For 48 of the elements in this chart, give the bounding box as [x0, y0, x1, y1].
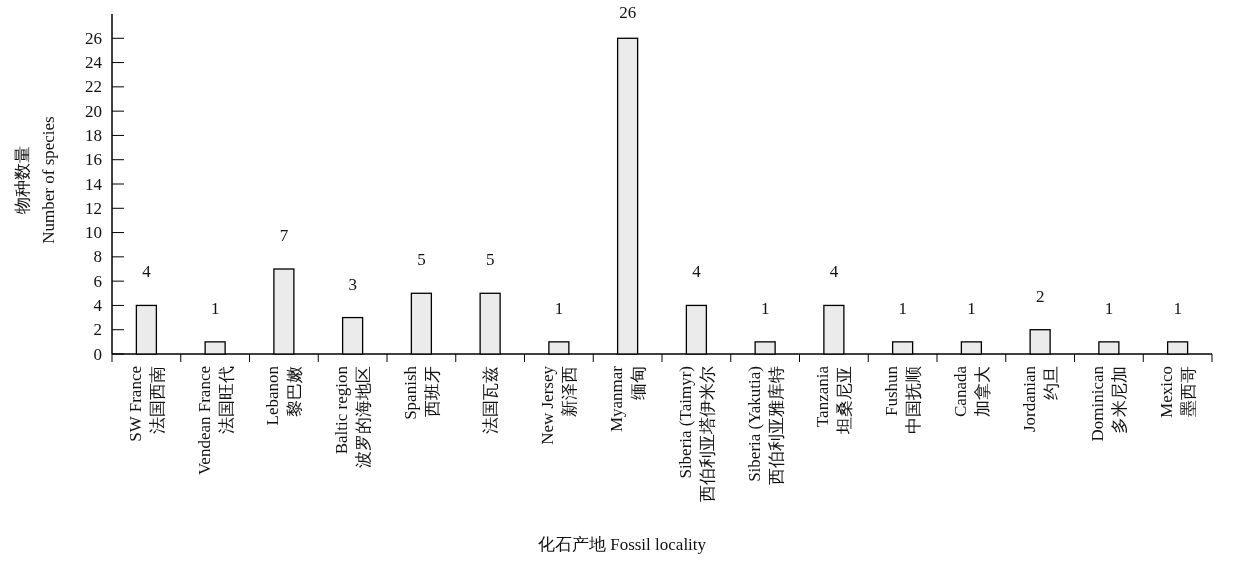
x-tick-label: Jordanian 约旦: [1019, 365, 1061, 433]
x-tick-label: Myanmar 缅甸: [607, 365, 649, 433]
x-tick-label: Mexico 墨西哥: [1157, 366, 1199, 418]
x-tick-label: Tanzania 坦桑尼亚: [813, 365, 855, 435]
y-tick-label: 8: [93, 247, 102, 267]
y-tick-label: 12: [85, 198, 102, 218]
data-label: 3: [348, 274, 357, 294]
x-tick-label: Baltic region 波罗的海地区: [332, 365, 374, 468]
data-label: 5: [417, 250, 426, 270]
data-label: 1: [760, 298, 770, 318]
x-tick-label: Dominican 多米尼加: [1088, 365, 1130, 442]
x-tick-label: Canada 加拿大: [950, 365, 992, 417]
data-label: 1: [554, 298, 564, 318]
data-label: 1: [1173, 298, 1182, 318]
data-label: 5: [485, 250, 495, 270]
data-label: 1: [210, 298, 220, 318]
y-tick-label: 20: [85, 101, 102, 121]
x-tick-label: New Jersey 新泽西: [538, 365, 580, 445]
x-tick-label: Spanish 西班牙: [400, 365, 442, 420]
x-tick-label: Siberia (Yakutia) 西伯利亚雅库特: [744, 366, 786, 485]
y-tick-label: 18: [85, 125, 102, 145]
y-tick-label: 26: [85, 28, 102, 48]
y-tick-label: 10: [85, 223, 102, 243]
y-tick-label: 2: [93, 320, 102, 340]
y-tick-label: 16: [85, 150, 102, 170]
y-tick-label: 14: [85, 174, 103, 194]
x-tick-label: Vendean France 法国旺代: [194, 366, 236, 476]
y-tick-label: 24: [85, 53, 103, 73]
x-tick-label: Fushun 中国抚顺: [882, 365, 924, 434]
x-tick-label: 法国瓦兹: [480, 366, 500, 434]
data-label: 7: [279, 226, 289, 245]
data-label: 1: [898, 298, 907, 318]
data-label: 1: [1104, 298, 1114, 318]
data-label: 2: [1035, 286, 1045, 306]
y-tick-label: 22: [85, 77, 102, 97]
x-tick-label: Siberia (Taimyr) 西伯利亚塔伊米尔: [675, 366, 717, 502]
data-label: 4: [142, 262, 152, 282]
x-tick-label: Lebanon 黎巴嫩: [263, 365, 305, 426]
x-axis-title: 化石产地 Fossil locality: [537, 535, 707, 554]
data-label: 4: [829, 262, 839, 282]
y-tick-label: 4: [93, 295, 103, 315]
data-label: 4: [692, 262, 702, 282]
x-tick-label: SW France 法国西南: [125, 366, 167, 442]
y-tick-label: 0: [93, 344, 102, 364]
y-axis-title: 物种数量 Number of species: [12, 116, 58, 244]
data-label: 26: [619, 3, 637, 22]
y-tick-label: 6: [93, 271, 102, 291]
data-label: 1: [967, 298, 976, 318]
